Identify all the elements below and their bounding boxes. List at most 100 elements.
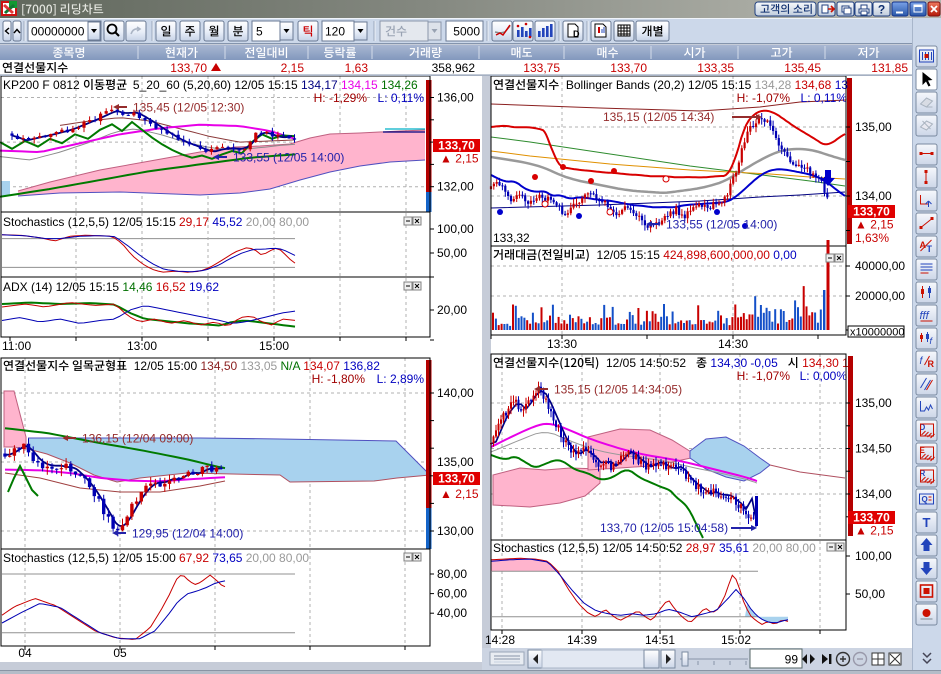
svg-text:50,00: 50,00	[437, 246, 467, 260]
svg-text:135,00: 135,00	[855, 396, 892, 410]
svg-text:133,32: 133,32	[493, 231, 530, 245]
svg-text:358,962: 358,962	[432, 61, 476, 75]
svg-text:11:00: 11:00	[2, 339, 31, 353]
svg-text:67,92: 67,92	[179, 551, 212, 565]
svg-text:134,50: 134,50	[855, 442, 892, 456]
svg-text:04: 04	[18, 646, 32, 660]
svg-text:134,00: 134,00	[855, 487, 892, 501]
svg-text:H: -1,07%: H: -1,07%	[737, 369, 791, 383]
svg-text:D: D	[920, 423, 926, 432]
svg-text:16,52: 16,52	[156, 280, 189, 294]
svg-text:20,00 80,00: 20,00 80,00	[246, 215, 310, 229]
svg-text:136,15 (12/04 09:00): 136,15 (12/04 09:00)	[82, 432, 193, 446]
svg-text:H: -1,07%: H: -1,07%	[737, 91, 791, 105]
svg-text:19,62: 19,62	[189, 280, 219, 294]
svg-text:ADX (14) 12/05 15:15: ADX (14) 12/05 15:15	[3, 280, 122, 294]
svg-text:134,30: 134,30	[707, 356, 750, 370]
svg-text:133,70: 133,70	[438, 139, 475, 153]
svg-text:D: D	[573, 29, 580, 39]
svg-text:12/05 14:50:52: 12/05 14:50:52	[599, 356, 696, 370]
svg-text:14:39: 14:39	[567, 633, 597, 647]
svg-text:134,30 1: 134,30 1	[799, 356, 849, 370]
svg-text:A: A	[920, 240, 927, 250]
svg-text:14,46: 14,46	[122, 280, 155, 294]
svg-text:L: 2,89%: L: 2,89%	[377, 372, 425, 386]
svg-text:134,68: 134,68	[795, 78, 835, 92]
svg-text:133,05: 133,05	[241, 359, 281, 373]
svg-text:135,45 (12/05 12:30): 135,45 (12/05 12:30)	[133, 101, 244, 115]
svg-text:134,26: 134,26	[381, 78, 418, 92]
svg-text:136,00: 136,00	[437, 91, 474, 105]
svg-text:134,50: 134,50	[201, 359, 241, 373]
svg-text:15:02: 15:02	[721, 633, 751, 647]
svg-text:x10000000: x10000000	[850, 327, 904, 339]
svg-text:12/05 15:15: 12/05 15:15	[590, 248, 663, 262]
svg-text:▲ 2,15: ▲ 2,15	[440, 487, 479, 501]
svg-text:135,45: 135,45	[784, 61, 821, 75]
svg-text:5000: 5000	[453, 25, 480, 39]
svg-text:Stochastics (12,5,5) 12/05 14:: Stochastics (12,5,5) 12/05 14:50:52	[493, 541, 686, 555]
svg-text:KP200 F 0812: KP200 F 0812	[3, 78, 83, 92]
svg-text:135,15 (12/05 14:34): 135,15 (12/05 14:34)	[603, 110, 714, 124]
svg-text:133,70 (12/05 15:04:58): 133,70 (12/05 15:04:58)	[600, 521, 728, 535]
svg-text:50,00: 50,00	[855, 587, 885, 601]
svg-text:133,70: 133,70	[610, 61, 647, 75]
svg-text:Bollinger Bands (20,2) 12/05 1: Bollinger Bands (20,2) 12/05 15:15	[559, 78, 754, 92]
svg-text:99: 99	[785, 653, 799, 667]
svg-text:134,15: 134,15	[341, 78, 381, 92]
svg-text:20,00: 20,00	[437, 303, 467, 317]
svg-text:R: R	[920, 469, 926, 478]
svg-text:05: 05	[113, 646, 127, 660]
svg-text:Stochastics (12,5,5) 12/05 15:: Stochastics (12,5,5) 12/05 15:15	[3, 215, 179, 229]
svg-text:13: 13	[835, 78, 849, 92]
svg-text:14:51: 14:51	[645, 633, 675, 647]
svg-text:L: 0,00%: L: 0,00%	[800, 369, 848, 383]
svg-text:35,61: 35,61	[719, 541, 752, 555]
svg-text:H: -1,80%: H: -1,80%	[312, 372, 366, 386]
svg-text:134,07: 134,07	[303, 359, 343, 373]
svg-text:20,00 80,00: 20,00 80,00	[246, 551, 310, 565]
svg-text:20,00 80,00: 20,00 80,00	[752, 541, 816, 555]
svg-text:100,00: 100,00	[437, 222, 474, 236]
svg-text:Q: Q	[922, 495, 928, 504]
svg-text:134,00: 134,00	[855, 189, 892, 203]
svg-text:T: T	[923, 515, 931, 530]
svg-text:L: 0,11%: L: 0,11%	[378, 91, 425, 105]
svg-text:fff: fff	[920, 310, 930, 322]
svg-text:133,70: 133,70	[170, 61, 207, 75]
svg-text:Stochastics (12,5,5) 12/05 15:: Stochastics (12,5,5) 12/05 15:00	[3, 551, 179, 565]
svg-text:73,65: 73,65	[212, 551, 245, 565]
svg-text:5_20_60 (5,20,60) 12/05 15:15: 5_20_60 (5,20,60) 12/05 15:15	[127, 78, 301, 92]
svg-text:N/A: N/A	[281, 359, 304, 373]
svg-text:140,00: 140,00	[437, 386, 474, 400]
svg-text:f: f	[930, 336, 934, 346]
svg-text:135,15 (12/05 14:34:05): 135,15 (12/05 14:34:05)	[554, 383, 682, 397]
svg-text:▲ 2,15: ▲ 2,15	[855, 524, 894, 538]
svg-text:20000,00: 20000,00	[855, 289, 905, 303]
svg-text:R: R	[928, 359, 935, 369]
svg-text:2,15: 2,15	[281, 61, 305, 75]
svg-text:60,00: 60,00	[437, 587, 467, 601]
svg-text:1,63: 1,63	[345, 61, 369, 75]
svg-text:132,00: 132,00	[437, 180, 474, 194]
svg-text:133,75: 133,75	[523, 61, 560, 75]
svg-text:28,97: 28,97	[686, 541, 719, 555]
svg-text:133,55 (12/05 14:00): 133,55 (12/05 14:00)	[666, 218, 777, 232]
svg-text:-0,05: -0,05	[750, 356, 787, 370]
svg-text:120: 120	[325, 25, 345, 39]
svg-text:14:28: 14:28	[485, 633, 515, 647]
svg-text:80,00: 80,00	[437, 567, 467, 581]
svg-text:136,82: 136,82	[343, 359, 380, 373]
svg-text:100,00: 100,00	[855, 549, 892, 563]
svg-text:45,52: 45,52	[212, 215, 245, 229]
svg-text:1,63%: 1,63%	[855, 231, 889, 245]
svg-text:135,00: 135,00	[437, 455, 474, 469]
svg-text:5: 5	[256, 25, 263, 39]
svg-text:424,898,600,000,00: 424,898,600,000,00	[663, 248, 773, 262]
svg-text:E: E	[920, 446, 926, 455]
svg-text:H: -1,29%: H: -1,29%	[314, 91, 368, 105]
svg-text:40,00: 40,00	[437, 606, 467, 620]
svg-text:0,00: 0,00	[773, 248, 797, 262]
svg-text:133,35: 133,35	[697, 61, 734, 75]
svg-text:133,70: 133,70	[438, 472, 475, 486]
